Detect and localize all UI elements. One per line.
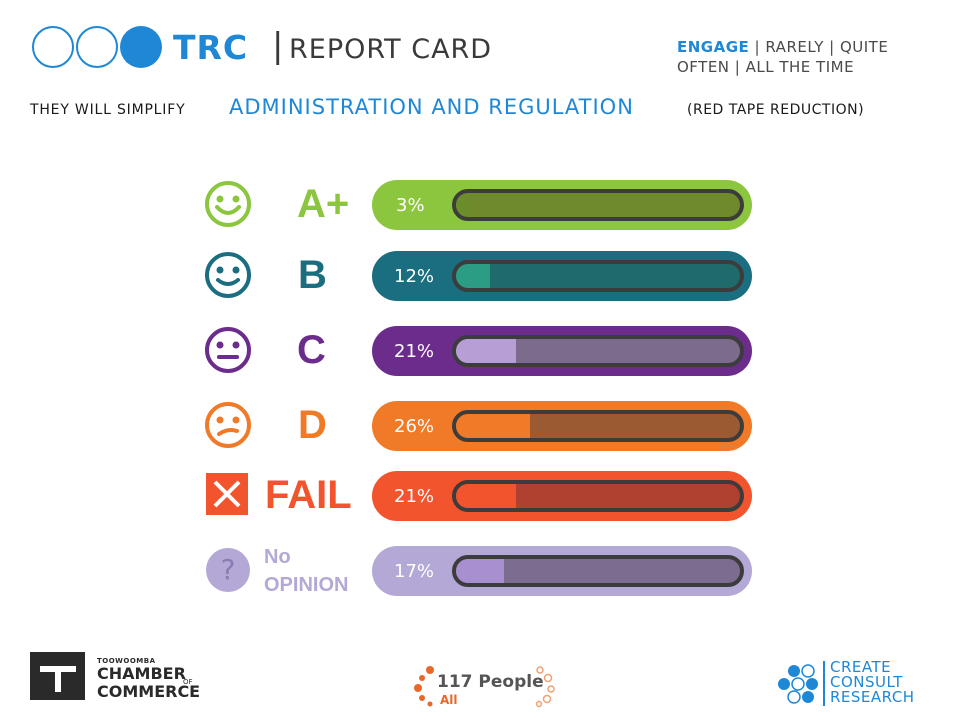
bar-fill-b bbox=[456, 264, 490, 288]
engagement-scale: ENGAGE | RARELY | QUITE OFTEN | ALL THE … bbox=[677, 37, 937, 77]
people-dots-left-icon bbox=[414, 666, 434, 707]
question-tail: (RED TAPE REDUCTION) bbox=[687, 102, 865, 118]
question-main: ADMINISTRATION AND REGULATION bbox=[229, 95, 634, 119]
ccr-wordmark: CREATE CONSULT RESEARCH bbox=[830, 660, 915, 705]
engagement-scale-rest: | RARELY | QUITE OFTEN | ALL THE TIME bbox=[677, 38, 889, 76]
chamber-of: OF bbox=[183, 678, 193, 686]
grade-d-label: D bbox=[298, 403, 327, 447]
bar-value-c: 21% bbox=[394, 341, 435, 362]
confused-face-icon bbox=[205, 402, 251, 448]
bar-fill-no-opinion bbox=[456, 559, 504, 583]
bar-fill-a-plus bbox=[456, 193, 465, 217]
grade-no-opinion-label: No OPINION bbox=[264, 543, 348, 599]
grade-fail-label: FAIL bbox=[265, 473, 352, 517]
svg-text:?: ? bbox=[221, 553, 236, 586]
fail-x-icon bbox=[206, 473, 248, 515]
question-mark-icon: ? bbox=[206, 548, 250, 592]
chamber-commerce: COMMERCE bbox=[97, 682, 201, 701]
bar-track-b bbox=[452, 260, 744, 292]
happy-face-icon bbox=[205, 181, 251, 227]
no-opinion-line-2: OPINION bbox=[264, 574, 349, 596]
bar-value-a-plus: 3% bbox=[396, 195, 425, 216]
bar-value-d: 26% bbox=[394, 416, 435, 437]
ccr-word-2: CONSULT bbox=[830, 673, 903, 691]
chamber-logo-icon bbox=[30, 652, 85, 700]
bar-track-d bbox=[452, 410, 744, 442]
chamber-city: TOOWOOMBA bbox=[97, 657, 156, 665]
bar-track-c bbox=[452, 335, 744, 367]
logo-ring-2 bbox=[76, 26, 118, 68]
logo-ring-1 bbox=[32, 26, 74, 68]
bar-fill-fail bbox=[456, 484, 516, 508]
question-lead: THEY WILL SIMPLIFY bbox=[30, 102, 186, 118]
bar-fill-c bbox=[456, 339, 516, 363]
bar-fill-d bbox=[456, 414, 530, 438]
grade-c-label: C bbox=[297, 328, 326, 372]
smiley-face-icon bbox=[205, 252, 251, 298]
bar-value-fail: 21% bbox=[394, 486, 435, 507]
chamber-name: CHAMBER bbox=[97, 664, 186, 683]
bar-value-no-opinion: 17% bbox=[394, 561, 435, 582]
ccr-word-1: CREATE bbox=[830, 658, 892, 676]
ccr-divider bbox=[823, 661, 825, 706]
respondent-scope: All bbox=[440, 693, 458, 707]
ccr-logo-icon bbox=[778, 664, 818, 704]
grade-b-label: B bbox=[298, 253, 327, 297]
engagement-highlight: ENGAGE bbox=[677, 38, 750, 56]
bar-track-a-plus bbox=[452, 189, 744, 221]
grade-a-plus-label: A+ bbox=[297, 182, 350, 226]
bar-value-b: 12% bbox=[394, 266, 435, 287]
brand-name: TRC bbox=[173, 28, 249, 67]
page-title: REPORT CARD bbox=[289, 34, 493, 65]
logo-dot-filled bbox=[120, 26, 162, 68]
title-separator: | bbox=[272, 26, 284, 66]
respondent-count: 117 People bbox=[437, 672, 544, 692]
bar-track-no-opinion bbox=[452, 555, 744, 587]
bar-track-fail bbox=[452, 480, 744, 512]
neutral-face-icon bbox=[205, 327, 251, 373]
ccr-word-3: RESEARCH bbox=[830, 688, 915, 706]
people-dots-right-icon bbox=[535, 666, 555, 708]
no-opinion-line-1: No bbox=[264, 546, 291, 568]
